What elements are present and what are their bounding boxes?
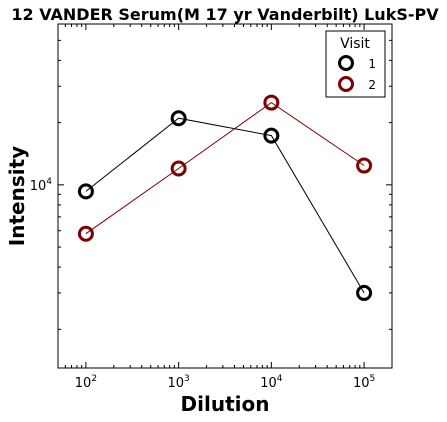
x-tick-label: 103 bbox=[167, 374, 189, 391]
data-point-visit-1 bbox=[77, 183, 94, 200]
axis-ticks: 102 103 104 105 104 bbox=[30, 23, 393, 391]
x-tick-label: 105 bbox=[353, 374, 375, 391]
x-tick-label: 104 bbox=[260, 374, 283, 391]
y-tick-label: 104 bbox=[30, 177, 53, 194]
legend-marker-visit-1 bbox=[338, 55, 354, 71]
legend-label-visit-2: 2 bbox=[368, 78, 376, 92]
x-tick-label: 102 bbox=[75, 374, 97, 391]
data-point-visit-1 bbox=[263, 127, 280, 144]
legend-label-visit-1: 1 bbox=[368, 57, 376, 71]
data-point-visit-2 bbox=[356, 157, 373, 174]
legend-box bbox=[325, 30, 386, 98]
data-point-visit-1 bbox=[170, 110, 187, 127]
series-line-visit-2 bbox=[85, 101, 365, 235]
data-point-visit-2 bbox=[77, 225, 94, 242]
data-point-visit-2 bbox=[170, 160, 187, 177]
chart-title: 12 VANDER Serum(M 17 yr Vanderbilt) LukS… bbox=[11, 5, 439, 24]
y-axis-label: Intensity bbox=[5, 146, 29, 246]
data-point-visit-2 bbox=[263, 94, 280, 111]
series-layer bbox=[77, 94, 373, 301]
data-point-visit-1 bbox=[356, 284, 373, 301]
x-axis-label: Dilution bbox=[181, 392, 270, 416]
series-line-visit-1 bbox=[85, 117, 365, 294]
plot-area bbox=[57, 23, 393, 369]
legend: Visit 1 2 bbox=[325, 30, 386, 98]
legend-title: Visit bbox=[340, 36, 370, 52]
legend-marker-visit-2 bbox=[338, 76, 354, 92]
